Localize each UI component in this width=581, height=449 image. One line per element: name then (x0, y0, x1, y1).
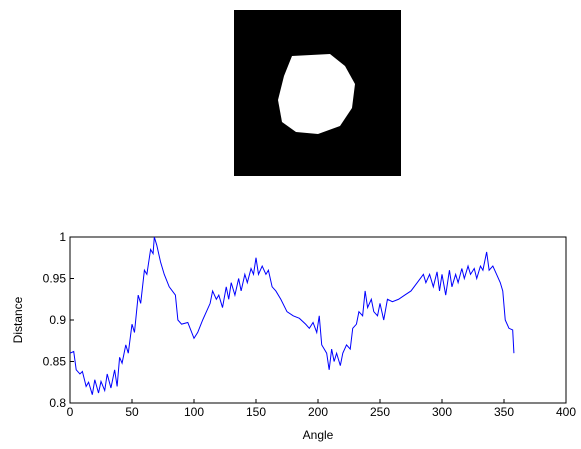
x-tick-label: 150 (246, 405, 266, 419)
plot-frame (70, 237, 566, 403)
y-axis-label: Distance (11, 296, 25, 343)
x-tick-label: 350 (494, 405, 514, 419)
y-tick-label: 0.95 (43, 272, 67, 286)
y-tick-label: 0.9 (49, 313, 66, 327)
x-tick-label: 50 (125, 405, 139, 419)
x-tick-label: 400 (556, 405, 576, 419)
y-tick-label: 1 (59, 230, 66, 244)
x-tick-label: 0 (67, 405, 74, 419)
x-tick-label: 100 (184, 405, 204, 419)
x-tick-label: 250 (370, 405, 390, 419)
data-line (70, 237, 514, 395)
figure: Angle Distance 0 50 100 150 200 250 300 350 400 0… (0, 0, 581, 444)
x-axis-label: Angle (303, 428, 334, 442)
x-tick-label: 300 (432, 405, 452, 419)
y-tick-label: 0.85 (43, 355, 67, 369)
y-tick-label: 0.8 (49, 396, 66, 410)
x-tick-label: 200 (308, 405, 328, 419)
